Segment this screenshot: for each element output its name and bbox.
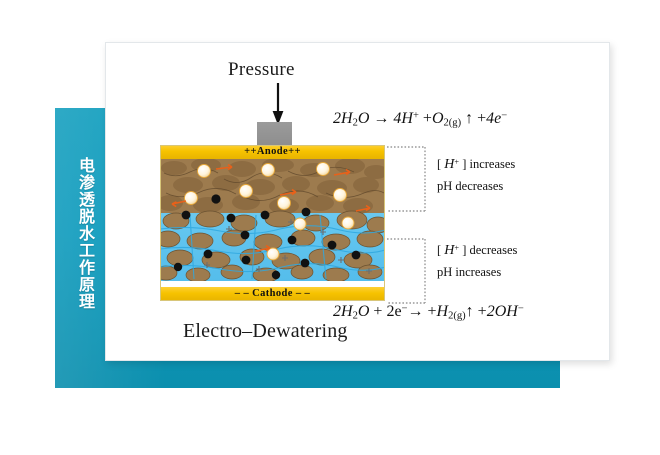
pressure-plate [257,122,292,145]
sludge-svg [160,159,385,281]
lower-ann-sup: + [454,243,460,253]
cathode-eq-electrons-sup: − [401,303,408,315]
cathode-eq-rhs1-sub: 2(g) [448,310,466,322]
ion-flow-arrows [171,163,371,252]
cathode-equation: 2H2O + 2e−→ +H2(g)↑ +2OH− [333,303,524,322]
cathode-eq-lhs-sub: 2 [352,310,358,322]
panel-vertical-title: 电渗透脱水工作原理 [76,156,95,310]
anode-eq-rhs2-sub: 2(g) [443,117,462,129]
anode-eq-rhs3: 4e [486,110,502,127]
cathode-eq-arrow: → [407,303,424,320]
anode-eq-rhs1: 4H [393,110,413,127]
anion-group [173,194,361,280]
anode-eq-uparrow: ↑ [465,110,474,127]
cathode-eq-rhs1: H [436,303,449,320]
lower-ann-pre: [ [437,243,445,257]
lower-ann-symbol: H [444,243,455,258]
cathode-eq-lhs-tail: O [357,303,370,320]
upper-ann-symbol: H [444,157,455,172]
bracket-connectors [387,146,426,304]
pressure-arrow-icon [272,83,284,125]
sludge-matrix [160,159,385,281]
cathode-eq-lhs: 2H [333,303,353,320]
lower-annotation-line1: [ H+ ] decreases [437,243,517,259]
anode-eq-rhs1-sup: + [412,110,419,122]
electro-dewatering-cell: ++Anode++ [160,145,385,301]
anode-eq-lhs-sub: 2 [352,117,358,129]
upper-ann-sup: + [454,157,460,167]
anode-bar: ++Anode++ [160,145,385,159]
upper-ann-post: ] increases [459,157,516,171]
anode-eq-rhs2: O [431,110,444,127]
anode-eq-arrow: → [373,110,390,127]
membrane-layer [160,281,385,287]
upper-annotation-line2: pH decreases [437,179,504,193]
anode-eq-rhs3-sup: − [501,110,508,122]
cathode-eq-plus1: + [373,303,383,320]
cathode-eq-electrons: 2e [386,303,402,320]
anode-eq-lhs-tail: O [357,110,370,127]
cation-group [184,162,355,261]
cathode-eq-plus3: + [477,303,487,320]
upper-ann-pre: [ [437,157,445,171]
lower-ann-post: ] decreases [459,243,518,257]
anode-eq-plus1: + [422,110,432,127]
cathode-bar: – – Cathode – – [160,287,385,301]
charge-plus-marks [204,219,372,274]
cathode-eq-plus2: + [427,303,437,320]
upper-annotation-line1: [ H+ ] increases [437,157,515,173]
diagram-caption: Electro–Dewatering [183,320,348,342]
anode-eq-lhs: 2H [333,110,353,127]
cathode-eq-uparrow: ↑ [465,303,474,320]
anode-equation: 2H2O → 4H+ +O2(g) ↑ +4e− [333,110,507,129]
lower-annotation-line2: pH increases [437,265,502,279]
cathode-eq-rhs2-sup: − [517,303,524,315]
cathode-eq-rhs2: 2OH [486,303,518,320]
anode-eq-plus2: + [477,110,487,127]
pressure-label: Pressure [228,59,295,80]
